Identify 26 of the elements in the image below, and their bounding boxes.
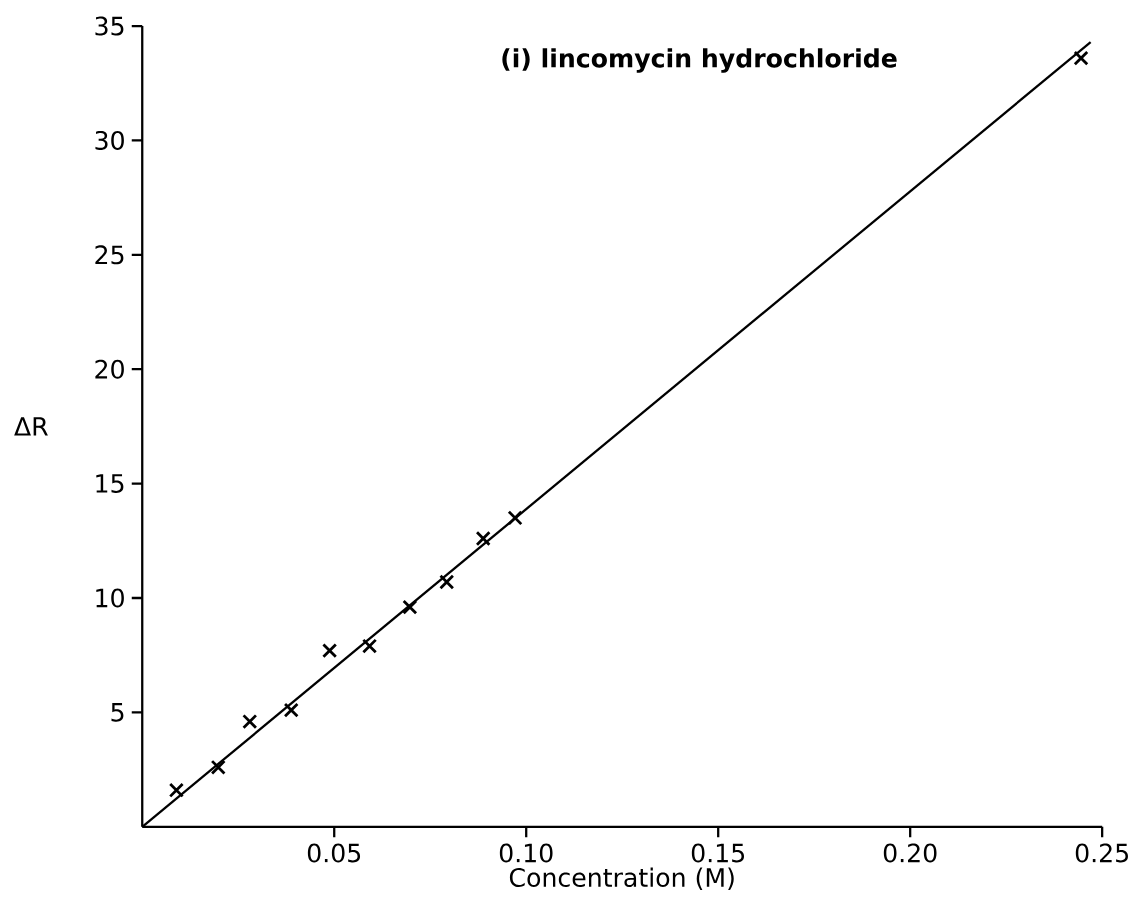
point	[283, 702, 299, 718]
point	[361, 638, 378, 654]
y-axis-title: ΔR	[14, 417, 48, 436]
x-tick-label: 0.15	[691, 843, 745, 863]
x-tick-label: 0.25	[1075, 843, 1128, 863]
point	[210, 759, 226, 775]
text: (i) lincomycin hydrochloride	[502, 48, 897, 73]
point	[475, 530, 491, 546]
point	[242, 713, 258, 729]
point	[439, 574, 455, 590]
y-tick-label: 25	[95, 245, 124, 265]
y-tick-label: 35	[95, 16, 124, 36]
point	[322, 642, 338, 659]
y-tick-label: 5	[111, 702, 124, 722]
x-tick-label: 0.20	[883, 843, 937, 863]
point	[507, 510, 523, 526]
y-tick-label: 15	[96, 474, 124, 493]
point	[1073, 50, 1089, 66]
y-tick-label: 10	[96, 588, 124, 608]
point	[168, 782, 184, 798]
y-tick-label: 30	[95, 130, 124, 150]
y-tick-label: 20	[95, 359, 124, 379]
x-tick-label: 0.10	[499, 843, 553, 863]
x-axis-title: Concentration (M)	[509, 867, 734, 890]
x-tick-label: 0.05	[307, 843, 361, 863]
point	[402, 599, 418, 615]
